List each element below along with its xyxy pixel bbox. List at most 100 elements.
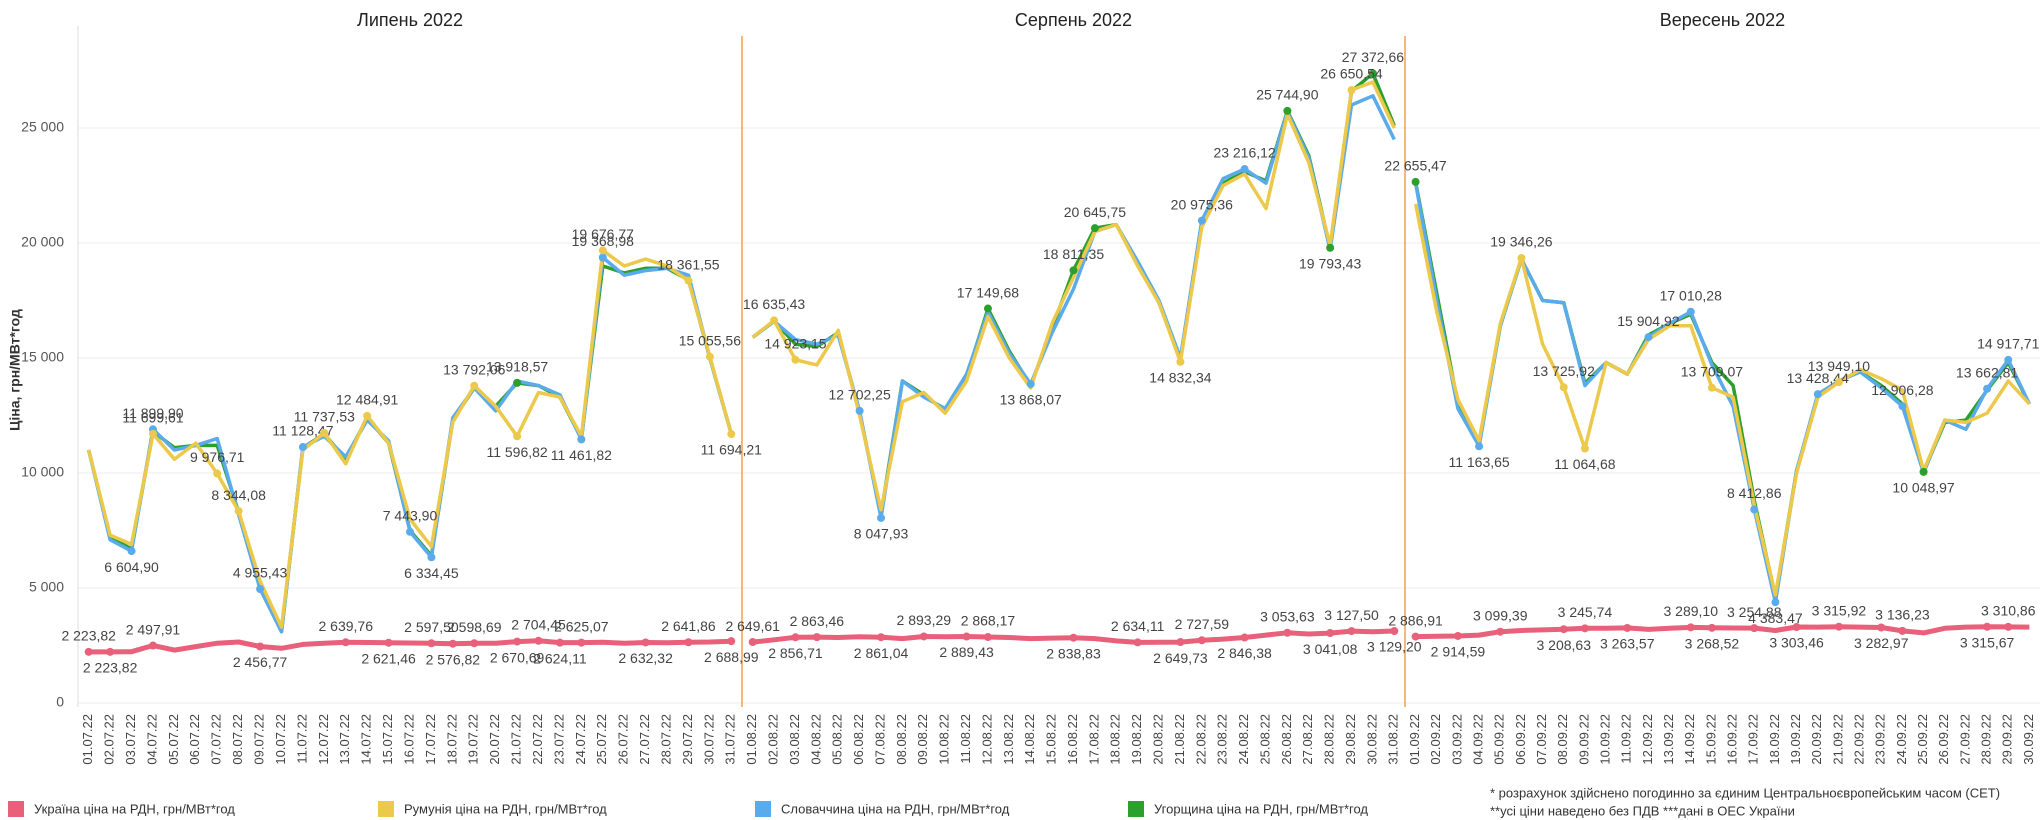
data-label: 3 129,20: [1367, 639, 1422, 655]
data-label: 22 655,47: [1384, 158, 1446, 174]
data-label: 8 047,93: [854, 526, 909, 542]
x-tick-label: 23.08.22: [1215, 714, 1230, 765]
data-label: 3 310,86: [1981, 603, 2036, 619]
data-point: [1411, 632, 1420, 641]
data-label: 15 055,56: [679, 332, 741, 348]
x-tick-label: 13.08.22: [1001, 714, 1016, 765]
data-label: 3 136,23: [1875, 607, 1930, 623]
data-label: 14 917,71: [1977, 336, 2039, 352]
data-label: 2 456,77: [233, 654, 288, 670]
x-tick-label: 01.07.22: [80, 714, 95, 765]
data-label: 13 949,10: [1808, 358, 1870, 374]
x-tick-label: 08.09.22: [1555, 714, 1570, 765]
x-tick-label: 05.08.22: [830, 714, 845, 765]
data-label: 2 856,71: [768, 645, 823, 661]
data-label: 2 727,59: [1175, 616, 1230, 632]
data-label: 13 792,06: [443, 361, 505, 377]
data-label: 19 676,77: [572, 226, 634, 242]
data-point: [1390, 627, 1399, 636]
x-tick-label: 30.09.22: [2021, 714, 2036, 765]
legend-swatch: [8, 801, 24, 817]
x-tick-label: 31.08.22: [1386, 714, 1401, 765]
data-label: 13 868,07: [1000, 392, 1062, 408]
data-label: 2 893,29: [897, 612, 952, 628]
x-tick-label: 16.09.22: [1725, 714, 1740, 765]
x-tick-label: 14.09.22: [1682, 714, 1697, 765]
data-label: 3 315,92: [1812, 602, 1867, 618]
x-tick-label: 09.07.22: [252, 714, 267, 765]
x-tick-label: 04.07.22: [144, 714, 159, 765]
data-point: [513, 637, 522, 646]
data-label: 13 918,57: [486, 359, 548, 375]
x-tick-label: 12.07.22: [316, 714, 331, 765]
x-tick-label: 24.09.22: [1894, 714, 1909, 765]
data-point: [1069, 633, 1078, 642]
x-tick-label: 15.07.22: [380, 714, 395, 765]
data-point: [791, 633, 800, 642]
data-point: [1898, 402, 1907, 411]
data-label: 3 282,97: [1854, 635, 1909, 651]
data-label: 19 346,26: [1490, 234, 1552, 250]
x-tick-label: 26.07.22: [616, 714, 631, 765]
data-label: 2 625,07: [554, 618, 609, 634]
x-tick-label: 06.08.22: [851, 714, 866, 765]
x-tick-label: 17.08.22: [1086, 714, 1101, 765]
data-label: 2 688,99: [704, 649, 759, 665]
data-label: 18 811,35: [1043, 246, 1104, 262]
data-point: [363, 411, 372, 420]
data-point: [1326, 243, 1335, 252]
data-point: [1813, 390, 1822, 399]
data-label: 3 315,67: [1960, 634, 2015, 650]
data-label: 4 955,43: [233, 565, 288, 581]
x-tick-label: 29.08.22: [1343, 714, 1358, 765]
x-tick-label: 27.09.22: [1957, 714, 1972, 765]
data-label: 12 484,91: [336, 392, 398, 408]
legend-swatch: [1128, 801, 1144, 817]
x-tick-label: 09.08.22: [915, 714, 930, 765]
data-label: 16 635,43: [743, 296, 805, 312]
data-label: 13 725,92: [1533, 363, 1595, 379]
data-label: 11 699,61: [122, 410, 183, 426]
data-label: 19 793,43: [1299, 255, 1361, 271]
x-tick-label: 03.09.22: [1449, 714, 1464, 765]
data-point: [1197, 636, 1206, 645]
legend-label: Угорщина ціна на РДН, грн/МВт*год: [1154, 801, 1368, 816]
data-point: [1834, 378, 1843, 387]
x-tick-label: 22.09.22: [1852, 714, 1867, 765]
data-point: [298, 443, 307, 452]
x-tick-label: 25.07.22: [594, 714, 609, 765]
data-label: 3 099,39: [1473, 607, 1528, 623]
data-point: [2004, 355, 2013, 364]
data-point: [1326, 629, 1335, 638]
series-line: [751, 94, 1396, 520]
data-label: 2 621,46: [361, 650, 416, 666]
data-point: [1026, 380, 1035, 389]
x-tick-label: 01.09.22: [1407, 714, 1422, 765]
data-label: 2 632,32: [618, 650, 673, 666]
data-label: 2 868,17: [961, 613, 1016, 629]
data-point: [213, 469, 222, 478]
data-label: 2 838,83: [1046, 645, 1101, 661]
data-label: 13 662,81: [1956, 364, 2018, 380]
x-tick-label: 11.08.22: [958, 714, 973, 764]
data-point: [855, 406, 864, 415]
x-tick-label: 24.07.22: [573, 714, 588, 765]
data-label: 17 149,68: [957, 284, 1019, 300]
data-point: [127, 547, 136, 556]
data-label: 2 846,38: [1217, 645, 1272, 661]
data-label: 2 624,11: [533, 650, 587, 666]
data-point: [84, 647, 93, 656]
x-tick-label: 20.07.22: [487, 714, 502, 765]
data-point: [448, 639, 457, 648]
data-label: 11 596,82: [486, 444, 547, 460]
data-point: [1475, 442, 1484, 451]
data-point: [1069, 266, 1078, 275]
data-point: [1898, 626, 1907, 635]
data-point: [256, 642, 265, 651]
data-label: 19 368,98: [572, 233, 634, 249]
x-tick-label: 05.09.22: [1492, 714, 1507, 765]
x-tick-label: 18.07.22: [444, 714, 459, 765]
x-tick-label: 19.08.22: [1129, 714, 1144, 765]
x-tick-label: 07.09.22: [1534, 714, 1549, 765]
data-label: 2 649,73: [1153, 650, 1208, 666]
